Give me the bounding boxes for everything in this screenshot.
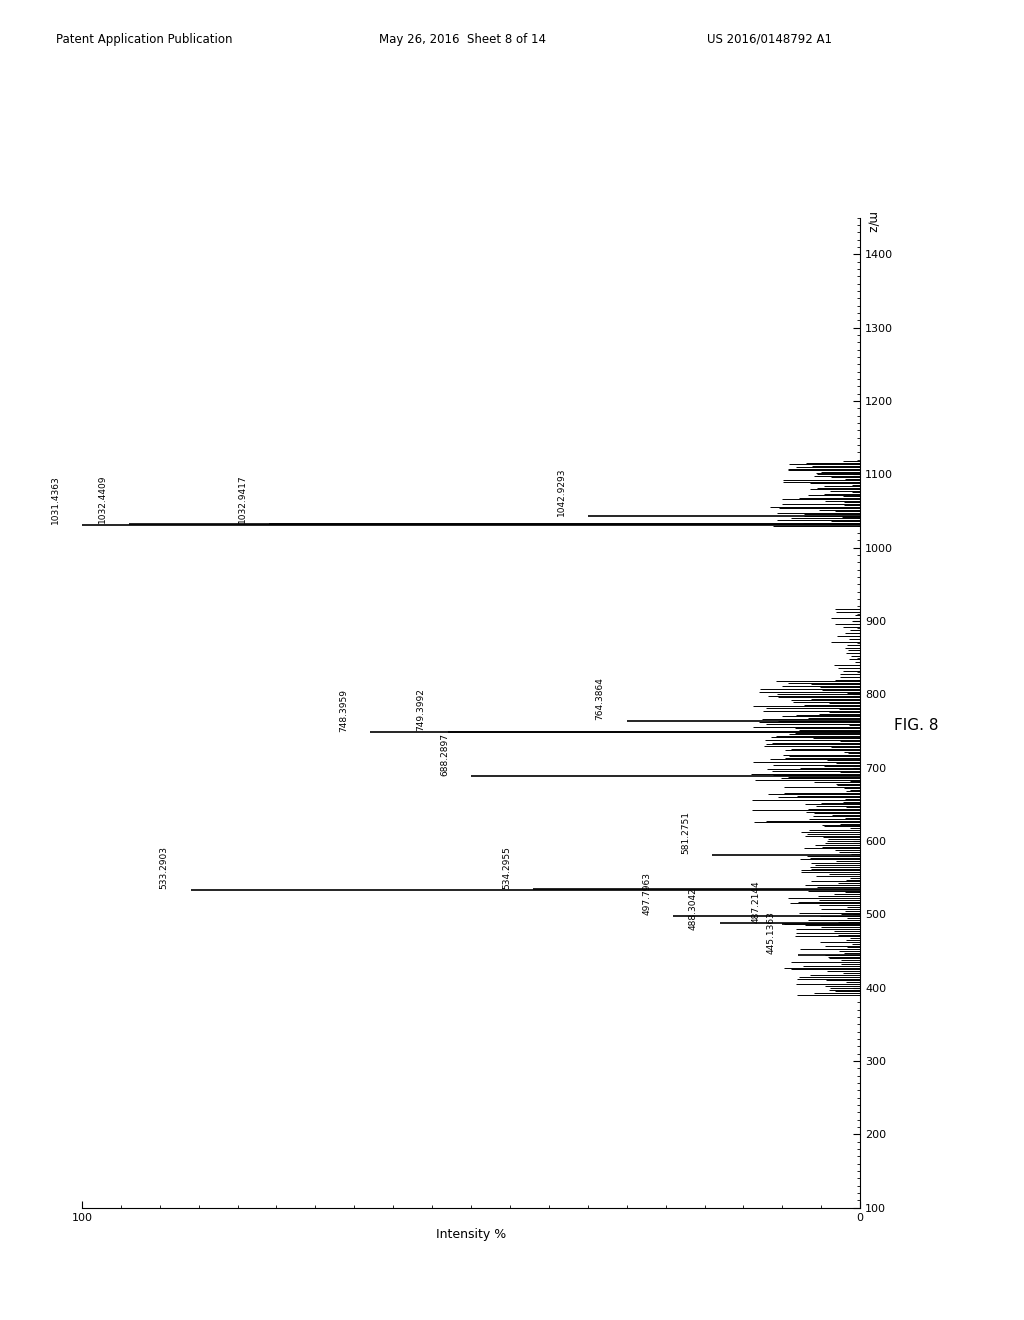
Text: 445.1363: 445.1363 xyxy=(767,911,776,954)
Text: 1032.4409: 1032.4409 xyxy=(97,475,106,523)
Text: 1031.4363: 1031.4363 xyxy=(51,475,59,524)
Text: 534.2955: 534.2955 xyxy=(502,846,511,888)
X-axis label: Intensity %: Intensity % xyxy=(436,1228,506,1241)
Text: 764.3864: 764.3864 xyxy=(596,677,604,719)
Text: 688.2897: 688.2897 xyxy=(440,733,449,776)
Text: FIG. 8: FIG. 8 xyxy=(894,718,939,734)
Text: 581.2751: 581.2751 xyxy=(681,810,690,854)
Text: US 2016/0148792 A1: US 2016/0148792 A1 xyxy=(707,33,831,46)
Text: 488.3042: 488.3042 xyxy=(689,887,698,931)
Text: 748.3959: 748.3959 xyxy=(339,689,348,731)
Text: May 26, 2016  Sheet 8 of 14: May 26, 2016 Sheet 8 of 14 xyxy=(379,33,546,46)
Text: 533.2903: 533.2903 xyxy=(160,846,169,890)
Text: 1032.9417: 1032.9417 xyxy=(238,474,247,523)
Text: m/z: m/z xyxy=(865,213,879,234)
Text: 497.7963: 497.7963 xyxy=(642,873,651,915)
Text: 1042.9293: 1042.9293 xyxy=(557,467,565,516)
Text: Patent Application Publication: Patent Application Publication xyxy=(56,33,232,46)
Text: 749.3992: 749.3992 xyxy=(417,688,426,731)
Text: 487.2144: 487.2144 xyxy=(752,880,760,923)
